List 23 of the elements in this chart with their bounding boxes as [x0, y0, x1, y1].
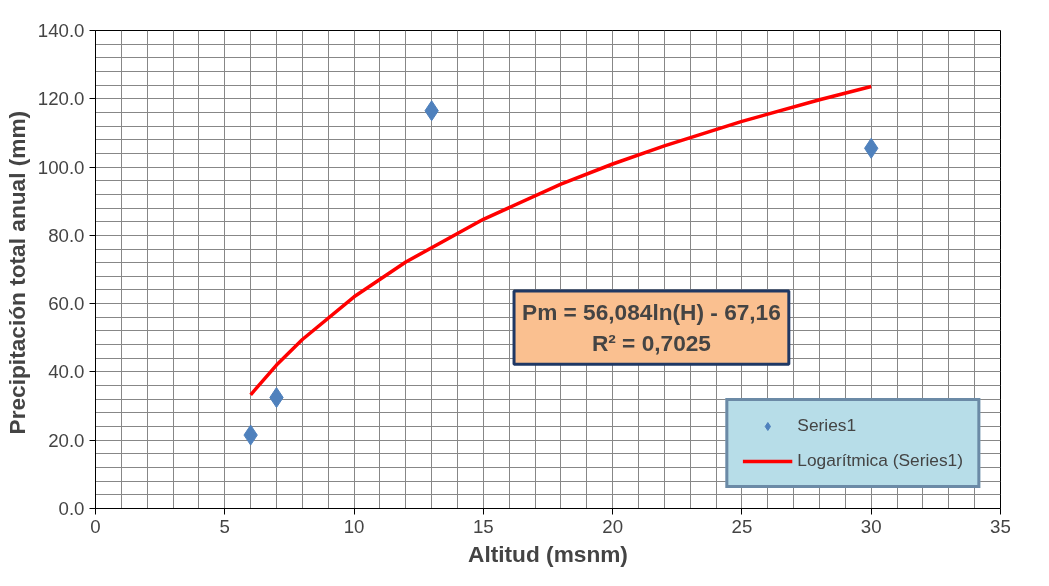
y-tick-label: 100.0	[37, 156, 85, 178]
y-tick-label: 20.0	[48, 429, 85, 451]
y-tick-label: 80.0	[48, 224, 85, 246]
y-tick-label: 40.0	[48, 361, 85, 383]
x-tick-label: 15	[472, 515, 494, 537]
y-tick-label: 0.0	[58, 498, 85, 519]
y-tick-label: 120.0	[37, 88, 85, 110]
y-axis-title: Precipitación total anual (mm)	[3, 110, 30, 435]
x-tick-label: 10	[343, 515, 365, 537]
annotation: R² = 0,7025	[591, 330, 711, 357]
legend-label: Logarítmica (Series1)	[797, 450, 963, 471]
legend-label: Series1	[797, 415, 857, 436]
x-tick-label: 20	[602, 515, 624, 537]
line-series	[248, 84, 873, 397]
annotation: Pm = 56,084ln(H) - 67,16	[522, 298, 781, 325]
x-tick-label: 5	[219, 515, 230, 537]
x-tick-label: 0	[90, 515, 101, 537]
y-tick-label: 60.0	[48, 293, 85, 315]
y-tick-label: 140.0	[37, 20, 85, 41]
x-tick-label: 30	[860, 515, 882, 537]
x-tick-label: 25	[731, 515, 753, 537]
x-tick-label: 35	[990, 515, 1011, 537]
x-axis-title: Altitud (msnm)	[468, 540, 628, 567]
